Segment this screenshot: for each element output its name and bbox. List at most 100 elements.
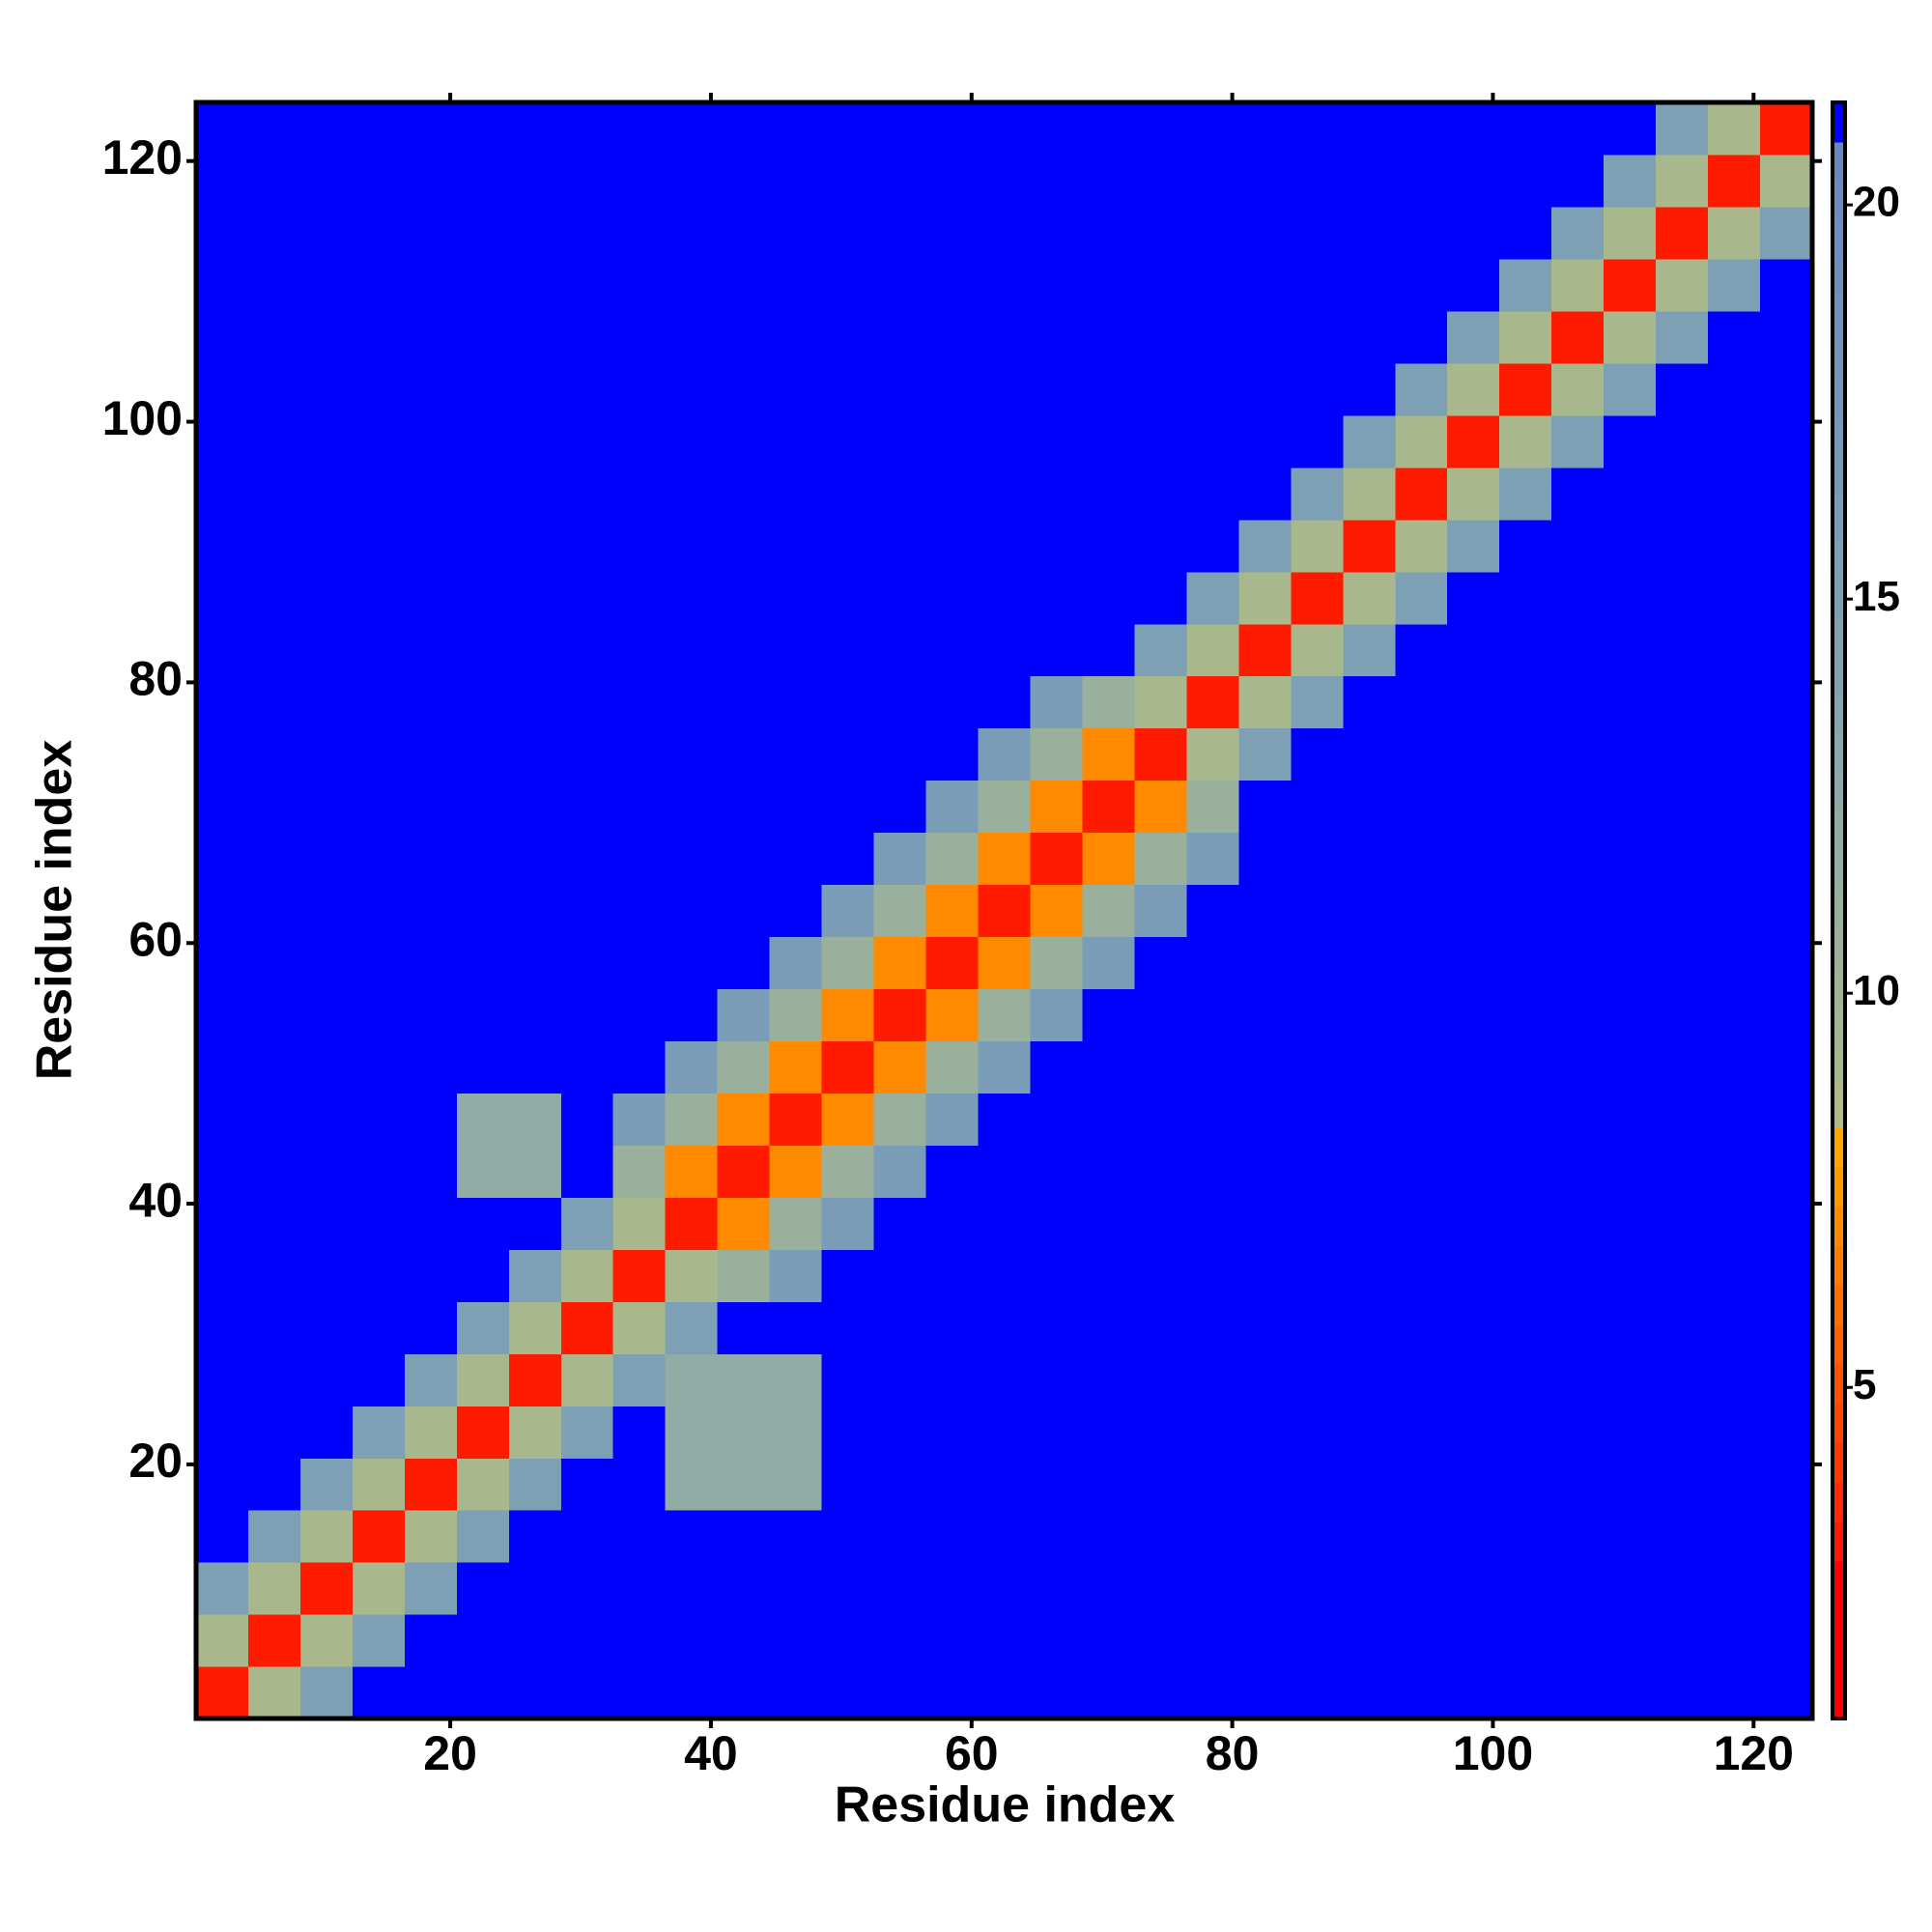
heatmap-cell [1708,1614,1761,1667]
heatmap-cell [1186,571,1239,625]
heatmap-cell [1030,258,1084,312]
heatmap-cell [1343,310,1396,364]
heatmap-cell [1134,1666,1187,1719]
heatmap-cell [1760,727,1813,781]
heatmap-cell [560,1301,614,1354]
heatmap-cell [1238,675,1292,729]
heatmap-cell [508,832,562,886]
heatmap-cell [1760,102,1813,156]
heatmap-cell [247,1093,301,1146]
heatmap-cell [873,988,927,1042]
heatmap-cell [404,884,458,938]
heatmap-cell [1238,1406,1292,1459]
heatmap-cell [508,154,562,208]
heatmap-cell [1030,1614,1084,1667]
heatmap-cell [1238,154,1292,208]
heatmap-cell [1082,884,1136,938]
heatmap-cell [1238,988,1292,1042]
heatmap-cell [1186,1510,1239,1563]
heatmap-cell [821,780,875,834]
heatmap-cell [456,1458,510,1511]
heatmap-cell [1082,623,1136,677]
heatmap-cell [665,467,719,521]
heatmap-cell [925,1040,980,1094]
heatmap-cell [1134,832,1187,886]
heatmap-cell [1760,1197,1813,1250]
heatmap-cell [978,1353,1032,1406]
heatmap-cell [873,1458,927,1511]
heatmap-cell [1604,571,1657,625]
heatmap-cell [769,467,823,521]
colorbar-step [1833,772,1845,813]
heatmap-cell [1082,675,1136,729]
heatmap-cell [1447,1406,1500,1459]
heatmap-cell [1447,1249,1500,1302]
heatmap-cell [1447,1614,1500,1667]
heatmap-cell [978,258,1032,312]
colorbar-tick-label: 15 [1853,573,1900,620]
heatmap-cell [1343,258,1396,312]
heatmap-cell [1343,1406,1396,1459]
heatmap-cell [508,362,562,416]
heatmap-cell [508,1197,562,1250]
heatmap-cell [1656,154,1709,208]
heatmap-cell [717,102,771,156]
heatmap-cell [1186,1249,1239,1302]
heatmap-cell [1395,1353,1448,1406]
colorbar-step [1833,1520,1845,1562]
heatmap-cell [1343,1301,1396,1354]
colorbar-step [1833,220,1845,261]
heatmap-cell [560,310,614,364]
heatmap-cell [247,1406,301,1459]
heatmap-cell [352,1406,406,1459]
heatmap-cell [196,675,249,729]
heatmap-cell [352,1562,406,1615]
heatmap-cell [1343,780,1396,834]
heatmap-cell [196,1249,249,1302]
heatmap-cell [978,467,1032,521]
heatmap-cell [612,675,667,729]
heatmap-cell [1760,414,1813,469]
heatmap-cell [247,623,301,677]
heatmap-cell [1030,675,1084,729]
heatmap-cell [1291,988,1344,1042]
heatmap-cell [821,1197,875,1250]
heatmap-cell [1291,1510,1344,1563]
heatmap-cell [1708,414,1761,469]
colorbar-step [1833,1166,1845,1208]
heatmap-cell [404,623,458,677]
heatmap-cell [1604,519,1657,573]
heatmap-cell [508,623,562,677]
heatmap-cell [1030,727,1084,781]
heatmap-cell [1551,362,1605,416]
heatmap-cell [196,1406,249,1459]
heatmap-cell [665,206,719,260]
heatmap-cell [717,519,771,573]
heatmap-cell [1291,206,1344,260]
colorbar-step [1833,654,1845,695]
colorbar-step [1833,969,1845,1010]
heatmap-cell [1708,675,1761,729]
heatmap-cell [1238,1562,1292,1615]
heatmap-cell [1604,1301,1657,1354]
heatmap-cell [1395,571,1448,625]
heatmap-cell [978,1040,1032,1094]
heatmap-cell [299,1040,354,1094]
heatmap-cell [352,675,406,729]
colorbar-step [1833,1285,1845,1325]
heatmap-cell [1499,1562,1552,1615]
heatmap-cell [717,1510,771,1563]
colorbar-step [1833,535,1845,577]
heatmap-cell [196,1145,249,1198]
heatmap-cell [1708,1040,1761,1094]
heatmap-cell [299,519,354,573]
heatmap-cell [1708,1510,1761,1563]
heatmap-cell [1395,1145,1448,1198]
heatmap-cell [1604,258,1657,312]
heatmap-cell [1708,362,1761,416]
heatmap-cell [1291,936,1344,990]
heatmap-cell [1343,623,1396,677]
heatmap-cell [1760,1406,1813,1459]
heatmap-cell [247,727,301,781]
heatmap-cell [978,1249,1032,1302]
